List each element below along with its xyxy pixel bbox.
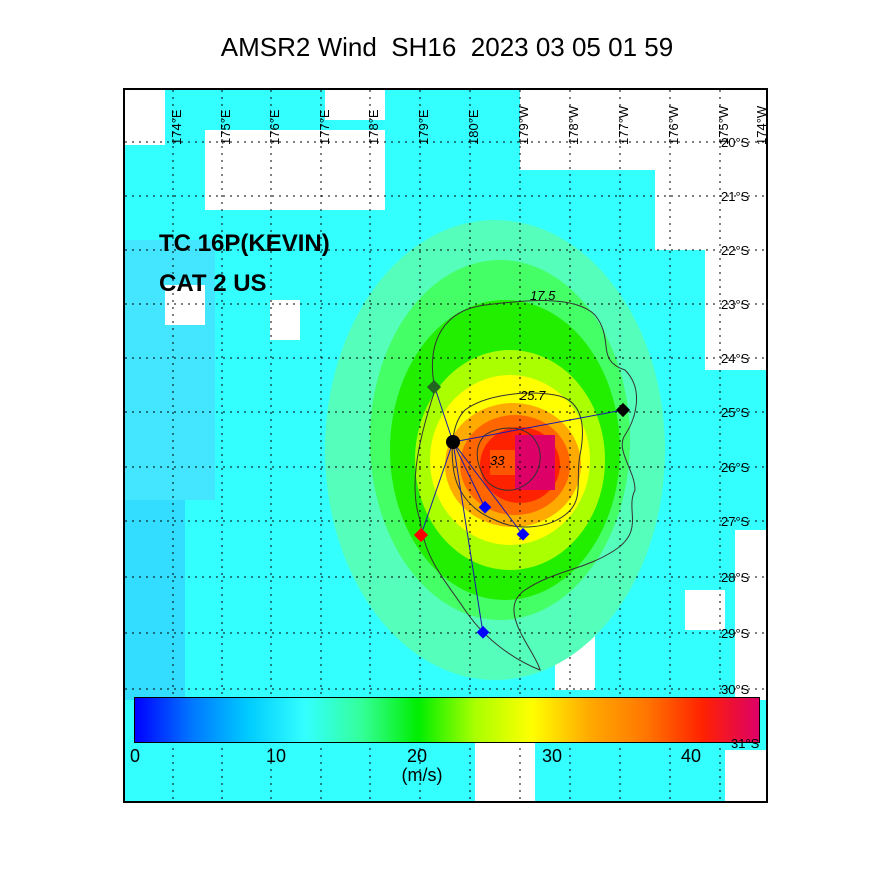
colorbar-unit-label: (m/s) <box>401 765 443 785</box>
track-point-red <box>413 527 429 543</box>
missing-data-patch <box>685 590 725 630</box>
lat-label: 27°S <box>721 514 750 529</box>
storm-category-label: CAT 2 US <box>159 270 267 297</box>
lon-label: 179°W <box>516 105 531 145</box>
missing-data-patch <box>705 250 766 370</box>
track-point-black <box>615 402 631 418</box>
lon-label: 179°E <box>416 109 431 145</box>
track-point-green <box>426 379 442 395</box>
lat-label: 26°S <box>721 460 750 475</box>
chart-title: AMSR2 Wind SH16 2023 03 05 01 59 <box>220 32 674 62</box>
colorbar-tick: 0 <box>129 746 141 766</box>
lat-label: 21°S <box>721 189 750 204</box>
lat-label: 29°S <box>721 626 750 641</box>
lat-label: 23°S <box>721 297 750 312</box>
contour-label-33: 33 <box>490 453 505 468</box>
lon-label: 174°W <box>754 105 768 145</box>
low-wind-area-west <box>125 240 215 500</box>
lat-lon-grid <box>125 90 766 801</box>
missing-data-patch <box>270 300 300 340</box>
track-point-blue <box>478 500 492 514</box>
lon-label: 178°W <box>566 105 581 145</box>
lon-label: 176°W <box>666 105 681 145</box>
wind-contours <box>414 300 638 671</box>
missing-data-patch <box>165 285 205 325</box>
storm-center-marker <box>446 435 460 449</box>
lon-label: 178°E <box>366 109 381 145</box>
contour-17-5 <box>414 300 638 671</box>
wind-zone-peak <box>515 435 555 490</box>
longitude-labels: 174°E 175°E 176°E 177°E 178°E 179°E 180°… <box>169 105 768 145</box>
lon-label: 174°E <box>169 109 184 145</box>
contour-label-25-7: 25.7 <box>519 388 546 403</box>
wind-speed-colorbar <box>134 697 760 743</box>
contour-25-7 <box>451 392 583 528</box>
storm-name-label: TC 16P(KEVIN) <box>159 230 330 257</box>
lon-label: 180°E <box>466 109 481 145</box>
lat-label: 20°S <box>721 135 750 150</box>
missing-data-patch <box>475 740 535 801</box>
contour-33 <box>476 427 541 491</box>
colorbar-tick: 20 <box>406 746 428 766</box>
wind-map: 17.5 25.7 33 174°E 175°E 176°E 177°E 178… <box>123 88 768 803</box>
missing-data-patch <box>325 90 385 120</box>
lat-label: 25°S <box>721 405 750 420</box>
missing-data-patch <box>205 130 385 210</box>
track-point-blue <box>476 625 490 639</box>
latitude-labels: 20°S 21°S 22°S 23°S 24°S 25°S 26°S 27°S … <box>721 135 750 697</box>
lon-label: 176°E <box>267 109 282 145</box>
forecast-track-lines <box>420 387 624 634</box>
missing-data-patch <box>125 90 165 145</box>
lon-label: 175°W <box>716 105 731 145</box>
missing-data-patch <box>725 750 766 801</box>
contour-label-17-5: 17.5 <box>530 288 556 303</box>
lat-label: 22°S <box>721 243 750 258</box>
wind-field-svg: 17.5 25.7 33 174°E 175°E 176°E 177°E 178… <box>125 90 768 801</box>
lat-label: 24°S <box>721 351 750 366</box>
missing-data-patch <box>520 90 766 170</box>
colorbar-tick: 30 <box>541 746 563 766</box>
lat-label: 31°S <box>731 736 760 751</box>
colorbar-tick: 40 <box>680 746 702 766</box>
colorbar-tick: 10 <box>265 746 287 766</box>
lon-label: 175°E <box>218 109 233 145</box>
lat-label: 28°S <box>721 570 750 585</box>
low-wind-area-southwest <box>125 500 185 700</box>
missing-data-patch <box>735 530 766 700</box>
lat-label: 30°S <box>721 682 750 697</box>
missing-data-patch <box>655 170 766 250</box>
lon-label: 177°W <box>616 105 631 145</box>
eye-region <box>490 450 515 475</box>
lon-label: 177°E <box>317 109 332 145</box>
